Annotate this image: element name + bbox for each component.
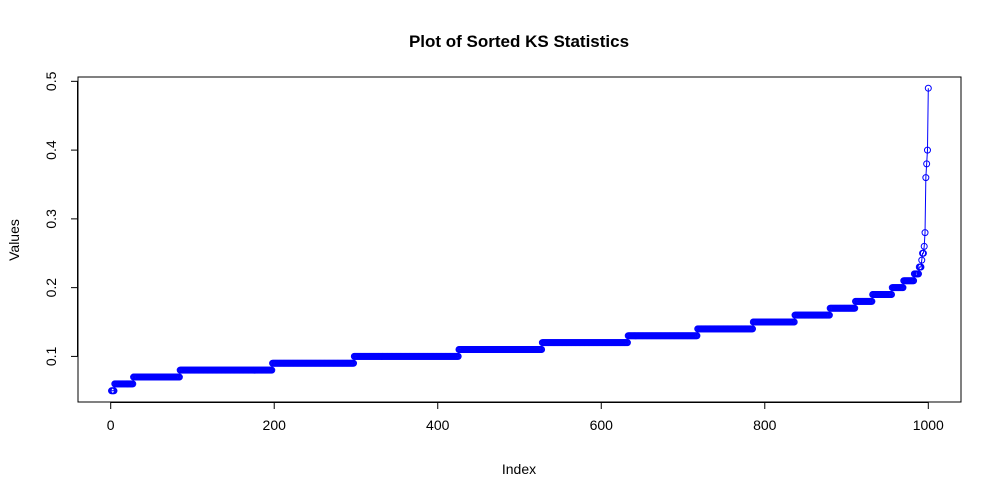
x-axis: 0 200 400 600 800 1000: [107, 402, 944, 433]
data-point: [129, 380, 137, 388]
data-point: [110, 387, 118, 395]
data-point: [918, 256, 926, 264]
data-point: [175, 373, 183, 381]
series-layer: [108, 84, 932, 395]
data-point: [749, 325, 757, 333]
data-point: [923, 146, 931, 154]
data-point: [868, 297, 876, 305]
data-point: [888, 291, 895, 299]
y-tick-label: 0.3: [43, 209, 59, 229]
y-tick-label: 0.1: [43, 346, 59, 366]
data-point: [350, 359, 358, 367]
x-tick-label: 1000: [913, 417, 944, 433]
data-point: [693, 332, 701, 340]
data-point: [538, 346, 546, 354]
data-point: [268, 366, 276, 374]
x-tick-label: 200: [263, 417, 287, 433]
x-tick-label: 0: [107, 417, 115, 433]
data-point: [623, 339, 631, 347]
data-point: [917, 263, 925, 271]
y-axis-label: Values: [6, 219, 22, 261]
data-point: [920, 242, 928, 250]
chart-title: Plot of Sorted KS Statistics: [409, 32, 629, 51]
y-tick-label: 0.5: [43, 71, 59, 91]
series-line: [111, 88, 929, 392]
data-point: [914, 270, 922, 278]
data-point: [924, 84, 932, 92]
y-axis: 0.1 0.2 0.3 0.4 0.5: [43, 71, 78, 366]
data-point: [899, 284, 907, 292]
y-tick-label: 0.2: [43, 278, 59, 298]
x-tick-label: 400: [426, 417, 450, 433]
plot-frame: [77, 76, 962, 403]
data-point: [919, 249, 927, 257]
data-point: [921, 229, 929, 237]
data-point: [910, 277, 918, 285]
data-point: [790, 318, 798, 326]
x-tick-label: 600: [590, 417, 614, 433]
x-tick-label: 800: [753, 417, 777, 433]
data-point: [454, 352, 462, 360]
data-point: [851, 304, 859, 312]
y-tick-label: 0.4: [43, 140, 59, 160]
data-point: [922, 174, 930, 182]
x-axis-label: Index: [502, 461, 536, 477]
data-point: [825, 311, 833, 319]
data-point: [923, 160, 931, 168]
